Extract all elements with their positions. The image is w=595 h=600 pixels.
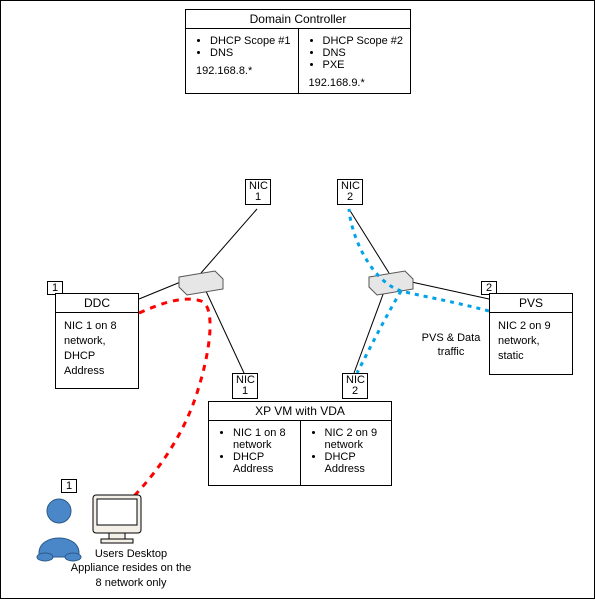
dc-right-col: DHCP Scope #2 DNS PXE 192.168.9.* bbox=[298, 29, 411, 93]
diagram-canvas: Domain Controller DHCP Scope #1 DNS 192.… bbox=[0, 0, 595, 599]
user-caption-line: Users Desktop bbox=[31, 547, 231, 561]
xpvm-left-item: DHCP Address bbox=[233, 451, 294, 475]
dc-left-item: DHCP Scope #1 bbox=[210, 35, 292, 47]
xpvm-right-item: NIC 2 on 9 network bbox=[325, 427, 386, 451]
ddc-body: NIC 1 on 8 network, DHCP Address bbox=[56, 313, 138, 388]
xpvm-box: XP VM with VDA NIC 1 on 8 network DHCP A… bbox=[208, 401, 392, 486]
xpvm-nic1-badge: NIC 1 bbox=[232, 373, 258, 399]
blue-traffic-path-up bbox=[349, 209, 489, 311]
nic-label: NIC 2 bbox=[346, 375, 364, 397]
monitor-icon bbox=[93, 495, 141, 543]
dc-title: Domain Controller bbox=[186, 10, 410, 29]
pvs-box: PVS NIC 2 on 9 network, static bbox=[489, 293, 573, 375]
dc-right-item: PXE bbox=[323, 59, 405, 71]
dc-right-subnet: 192.168.9.* bbox=[309, 77, 405, 89]
dc-left-item: DNS bbox=[210, 47, 292, 59]
user-caption-line: 8 network only bbox=[31, 576, 231, 590]
switch-2-icon bbox=[369, 271, 413, 295]
xpvm-right: NIC 2 on 9 network DHCP Address bbox=[300, 421, 392, 485]
pvs-traffic-label: PVS & Data traffic bbox=[421, 331, 481, 360]
ddc-box: DDC NIC 1 on 8 network, DHCP Address bbox=[55, 293, 139, 389]
nic-label: NIC 1 bbox=[236, 375, 254, 397]
pvs-title: PVS bbox=[490, 294, 572, 313]
user-caption-line: Appliance resides on the bbox=[31, 561, 231, 575]
dc-left-subnet: 192.168.8.* bbox=[196, 65, 292, 77]
dc-left-col: DHCP Scope #1 DNS 192.168.8.* bbox=[186, 29, 298, 93]
blue-traffic-path-down bbox=[357, 291, 401, 373]
xpvm-nic2-badge: NIC 2 bbox=[342, 373, 368, 399]
xpvm-left: NIC 1 on 8 network DHCP Address bbox=[209, 421, 300, 485]
dc-nic2-badge: NIC 2 bbox=[337, 179, 363, 205]
dc-right-item: DHCP Scope #2 bbox=[323, 35, 405, 47]
xpvm-right-item: DHCP Address bbox=[325, 451, 386, 475]
ddc-title: DDC bbox=[56, 294, 138, 313]
domain-controller-box: Domain Controller DHCP Scope #1 DNS 192.… bbox=[185, 9, 411, 94]
pvs-body: NIC 2 on 9 network, static bbox=[490, 313, 572, 374]
switch-1-icon bbox=[179, 271, 223, 295]
user-tag: 1 bbox=[61, 479, 77, 493]
user-caption: Users Desktop Appliance resides on the 8… bbox=[31, 547, 231, 590]
nic-label: NIC 2 bbox=[341, 181, 359, 203]
dc-right-item: DNS bbox=[323, 47, 405, 59]
dc-nic1-badge: NIC 1 bbox=[245, 179, 271, 205]
xpvm-title: XP VM with VDA bbox=[209, 402, 391, 421]
xpvm-left-item: NIC 1 on 8 network bbox=[233, 427, 294, 451]
nic-label: NIC 1 bbox=[249, 181, 267, 203]
